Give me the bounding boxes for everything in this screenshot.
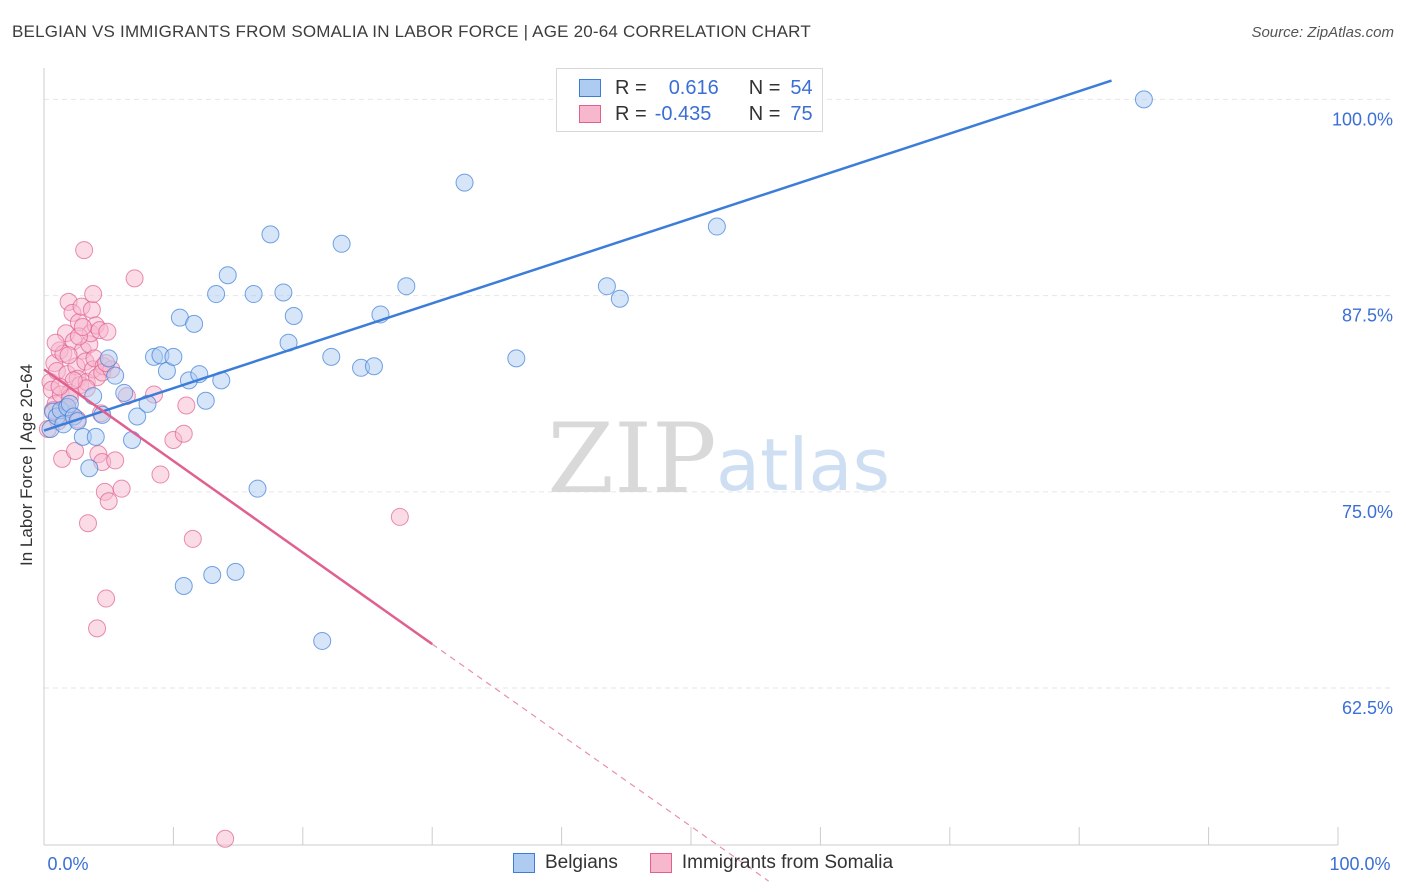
somalia-point xyxy=(174,424,193,443)
somalia-point xyxy=(59,346,78,365)
belgian-point xyxy=(106,366,125,385)
belgian-point xyxy=(207,285,226,304)
legend-item-belgians[interactable]: Belgians xyxy=(512,852,618,874)
gridlines xyxy=(44,98,1394,689)
tick-labels: 62.5% 75.0% 87.5% 100.0% 0.0% 100.0% xyxy=(47,109,1393,874)
belgian-point xyxy=(84,387,103,406)
somalia-legend-label: Immigrants from Somalia xyxy=(681,852,894,873)
belgian-point xyxy=(80,459,99,478)
belgian-point xyxy=(313,631,332,650)
somalia-point xyxy=(106,451,125,470)
y-tick-label: 62.5% xyxy=(1342,698,1393,718)
somalia-point xyxy=(98,322,117,341)
somalia-point xyxy=(216,829,235,848)
belgians-trend-line xyxy=(43,79,1112,432)
belgian-point xyxy=(332,234,351,253)
belgian-point xyxy=(226,562,245,581)
belgians-legend-label: Belgians xyxy=(544,852,618,873)
somalia-point xyxy=(88,619,107,638)
x-tick-label: 0.0% xyxy=(47,854,88,874)
somalia-legend-swatch xyxy=(649,853,672,873)
belgian-point xyxy=(322,347,341,366)
belgian-point xyxy=(164,347,183,366)
n-label: N = xyxy=(748,76,781,99)
somalia-point xyxy=(46,333,65,352)
somalia-point xyxy=(177,396,196,415)
series-legend: Belgians Immigrants from Somalia xyxy=(0,852,1406,874)
somalia-trend-extension xyxy=(431,643,769,882)
chart-title: BELGIAN VS IMMIGRANTS FROM SOMALIA IN LA… xyxy=(12,22,811,41)
belgian-point xyxy=(248,479,267,498)
belgian-point xyxy=(174,577,193,595)
belgian-point xyxy=(597,277,616,296)
somalia-point xyxy=(53,449,72,468)
y-tick-label: 87.5% xyxy=(1342,306,1393,326)
somalia-point xyxy=(75,241,94,260)
somalia-point xyxy=(99,492,118,511)
somalia-point xyxy=(73,318,92,336)
r-value-belgians: 0.616 xyxy=(668,76,719,99)
somalia-point xyxy=(66,442,85,461)
belgian-point xyxy=(455,173,474,192)
trend-lines xyxy=(43,79,1112,882)
watermark-atlas: atlas xyxy=(716,423,890,507)
belgians-legend-swatch xyxy=(512,853,535,873)
somalia-point xyxy=(78,514,97,533)
somalia-point xyxy=(97,589,116,608)
belgian-point xyxy=(274,283,293,302)
belgian-point xyxy=(610,289,629,308)
belgian-point xyxy=(244,285,263,304)
n-value-somalia: 75 xyxy=(790,102,813,125)
belgian-point xyxy=(364,357,383,376)
somalia-point xyxy=(125,269,144,288)
belgian-point xyxy=(99,349,118,368)
y-tick-label: 100.0% xyxy=(1332,109,1393,129)
somalia-point xyxy=(84,285,103,304)
n-value-belgians: 54 xyxy=(790,76,813,99)
belgian-point xyxy=(122,431,141,450)
y-tick-label: 75.0% xyxy=(1342,502,1393,522)
belgian-point xyxy=(397,277,416,296)
belgian-point xyxy=(218,266,237,285)
watermark-zip: ZIP xyxy=(547,403,716,515)
belgian-point xyxy=(128,407,147,426)
belgian-point xyxy=(1134,90,1153,109)
belgian-point xyxy=(284,307,303,326)
belgian-point xyxy=(707,217,726,236)
somalia-swatch xyxy=(579,105,601,123)
r-value-somalia: -0.435 xyxy=(654,102,712,125)
correlation-legend: R = 0.616 N = 54 R = -0.435 N = 75 xyxy=(556,68,823,132)
somalia-trend-line xyxy=(43,368,433,646)
belgian-points xyxy=(41,90,1153,650)
belgians-swatch xyxy=(579,79,601,97)
belgian-point xyxy=(261,225,280,244)
belgian-point xyxy=(196,391,215,410)
n-label: N = xyxy=(748,102,781,125)
belgian-point xyxy=(507,349,526,368)
source-label: Source: ZipAtlas.com xyxy=(1251,24,1394,41)
somalia-point xyxy=(390,507,409,526)
somalia-point xyxy=(82,300,101,319)
somalia-point xyxy=(151,465,170,484)
legend-row-belgians: R = 0.616 N = 54 xyxy=(579,76,813,100)
belgian-point xyxy=(115,383,134,402)
somalia-points xyxy=(38,241,409,848)
belgian-point xyxy=(203,566,222,585)
belgian-point xyxy=(185,314,204,333)
legend-item-somalia[interactable]: Immigrants from Somalia xyxy=(649,852,894,874)
axes xyxy=(43,68,1339,846)
somalia-point xyxy=(183,529,202,548)
r-label: R = xyxy=(615,76,647,99)
legend-row-somalia: R = -0.435 N = 75 xyxy=(579,102,813,126)
somalia-point xyxy=(112,479,131,498)
x-tick-label: 100.0% xyxy=(1329,854,1390,874)
belgian-point xyxy=(86,427,105,446)
r-label: R = xyxy=(615,102,647,125)
